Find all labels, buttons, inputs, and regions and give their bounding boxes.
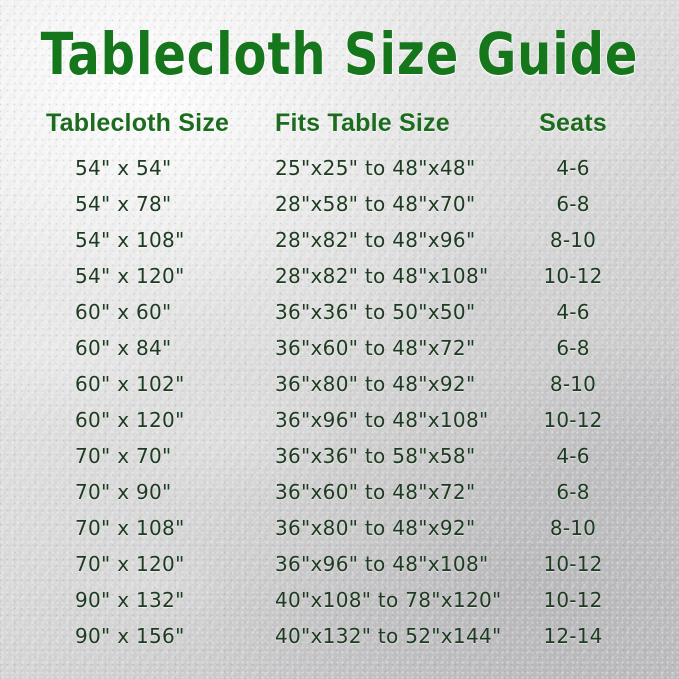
cell-tablecloth-size: 60" x 84" [75, 336, 172, 360]
cell-fits-table-size: 36"x36" to 50"x50" [275, 300, 476, 324]
table-header-row: Tablecloth Size Fits Table Size Seats [0, 104, 679, 142]
cell-tablecloth-size: 60" x 60" [75, 300, 172, 324]
cell-tablecloth-size: 70" x 90" [75, 480, 172, 504]
cell-seats: 6-8 [556, 480, 590, 504]
table-row: 60" x 84" 36"x60" to 48"x72" 6-8 [0, 330, 679, 366]
cell-fits-table-size: 40"x108" to 78"x120" [275, 588, 502, 612]
table-row: 54" x 54" 25"x25" to 48"x48" 4-6 [0, 150, 679, 186]
table-row: 70" x 108" 36"x80" to 48"x92" 8-10 [0, 510, 679, 546]
cell-seats: 10-12 [543, 552, 603, 576]
cell-fits-table-size: 36"x80" to 48"x92" [275, 372, 476, 396]
cell-tablecloth-size: 60" x 102" [75, 372, 185, 396]
column-header-tablecloth-size: Tablecloth Size [46, 108, 230, 137]
cell-seats: 8-10 [549, 516, 597, 540]
cell-fits-table-size: 40"x132" to 52"x144" [275, 624, 502, 648]
table-row: 70" x 120" 36"x96" to 48"x108" 10-12 [0, 546, 679, 582]
table-row: 54" x 120" 28"x82" to 48"x108" 10-12 [0, 258, 679, 294]
page-title: Tablecloth Size Guide [40, 20, 639, 88]
cell-tablecloth-size: 90" x 156" [75, 624, 185, 648]
cell-tablecloth-size: 54" x 120" [75, 264, 185, 288]
table-row: 60" x 60" 36"x36" to 50"x50" 4-6 [0, 294, 679, 330]
cell-seats: 4-6 [556, 300, 590, 324]
cell-fits-table-size: 28"x82" to 48"x108" [275, 264, 489, 288]
cell-tablecloth-size: 54" x 108" [75, 228, 185, 252]
cell-fits-table-size: 36"x60" to 48"x72" [275, 480, 476, 504]
table-row: 54" x 108" 28"x82" to 48"x96" 8-10 [0, 222, 679, 258]
table-row: 70" x 70" 36"x36" to 58"x58" 4-6 [0, 438, 679, 474]
cell-tablecloth-size: 70" x 70" [75, 444, 172, 468]
cell-tablecloth-size: 54" x 78" [75, 192, 172, 216]
table-row: 60" x 120" 36"x96" to 48"x108" 10-12 [0, 402, 679, 438]
cell-fits-table-size: 36"x80" to 48"x92" [275, 516, 476, 540]
cell-fits-table-size: 36"x36" to 58"x58" [275, 444, 476, 468]
cell-tablecloth-size: 70" x 108" [75, 516, 185, 540]
cell-seats: 6-8 [556, 336, 590, 360]
cell-seats: 10-12 [543, 588, 603, 612]
table-row: 70" x 90" 36"x60" to 48"x72" 6-8 [0, 474, 679, 510]
cell-fits-table-size: 28"x58" to 48"x70" [275, 192, 476, 216]
cell-tablecloth-size: 54" x 54" [75, 156, 172, 180]
cell-seats: 12-14 [543, 624, 603, 648]
cell-seats: 8-10 [549, 228, 597, 252]
cell-fits-table-size: 36"x60" to 48"x72" [275, 336, 476, 360]
cell-seats: 10-12 [543, 264, 603, 288]
cell-fits-table-size: 25"x25" to 48"x48" [275, 156, 476, 180]
cell-tablecloth-size: 60" x 120" [75, 408, 185, 432]
table-row: 90" x 132" 40"x108" to 78"x120" 10-12 [0, 582, 679, 618]
cell-seats: 10-12 [543, 408, 603, 432]
table-row: 60" x 102" 36"x80" to 48"x92" 8-10 [0, 366, 679, 402]
table-row: 54" x 78" 28"x58" to 48"x70" 6-8 [0, 186, 679, 222]
cell-seats: 6-8 [556, 192, 590, 216]
cell-seats: 8-10 [549, 372, 597, 396]
table-row: 90" x 156" 40"x132" to 52"x144" 12-14 [0, 618, 679, 654]
cell-tablecloth-size: 70" x 120" [75, 552, 185, 576]
cell-seats: 4-6 [556, 156, 590, 180]
column-header-seats: Seats [539, 108, 607, 137]
cell-tablecloth-size: 90" x 132" [75, 588, 185, 612]
cell-fits-table-size: 36"x96" to 48"x108" [275, 552, 489, 576]
cell-seats: 4-6 [556, 444, 590, 468]
cell-fits-table-size: 36"x96" to 48"x108" [275, 408, 489, 432]
column-header-fits-table-size: Fits Table Size [275, 108, 450, 137]
cell-fits-table-size: 28"x82" to 48"x96" [275, 228, 476, 252]
